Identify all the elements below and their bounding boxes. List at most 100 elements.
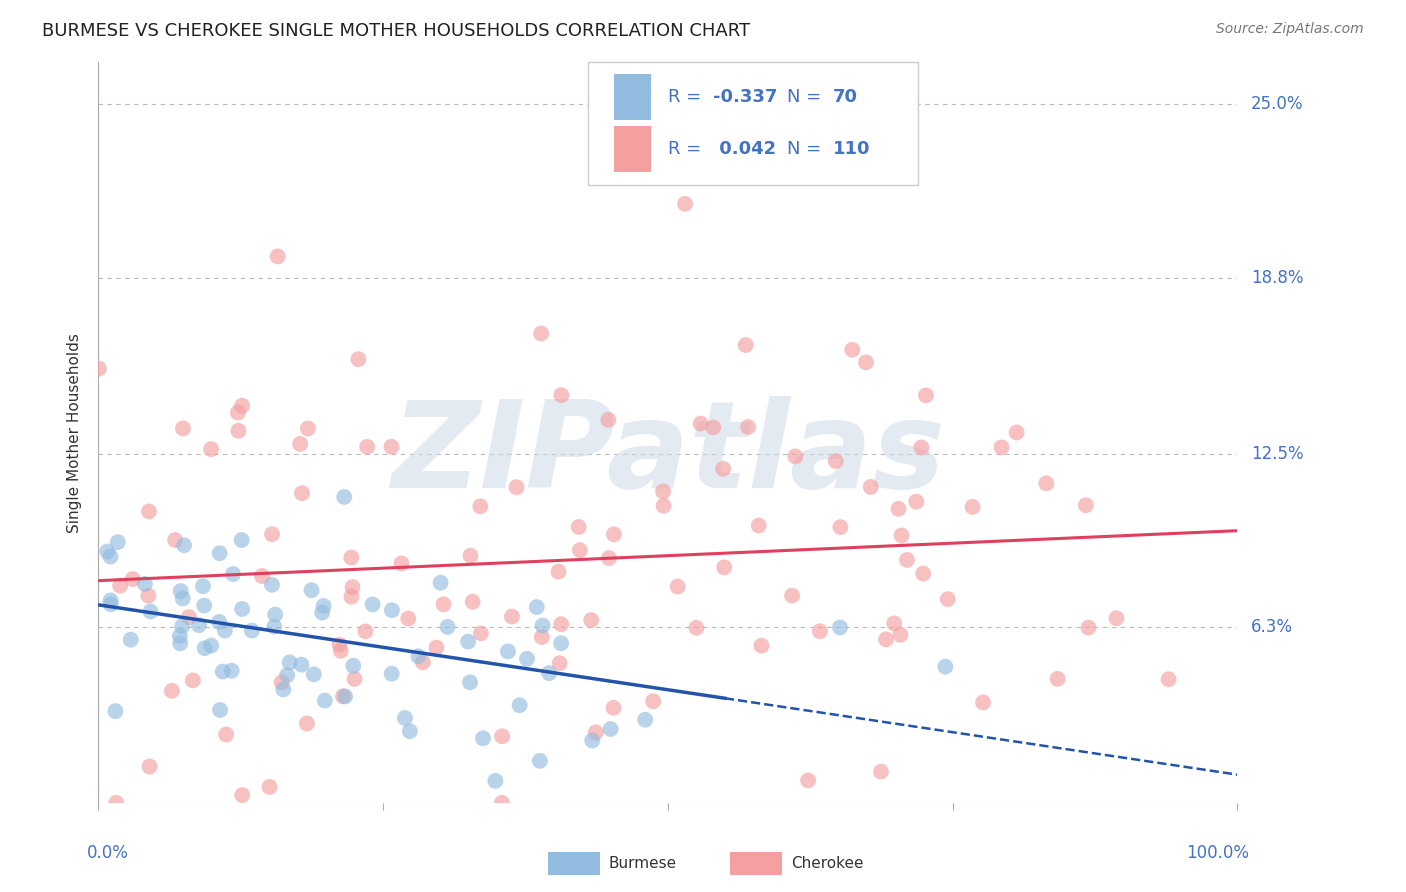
Point: [328, 638, 350, 652]
Text: Burmese: Burmese: [609, 856, 676, 871]
Point: [581, 733, 603, 747]
Point: [273, 682, 295, 697]
Point: [259, 780, 281, 794]
Point: [172, 421, 194, 435]
Point: [870, 764, 893, 779]
Point: [785, 450, 807, 464]
Point: [172, 591, 194, 606]
Point: [501, 609, 523, 624]
Point: [643, 694, 665, 708]
Point: [342, 580, 364, 594]
Point: [107, 535, 129, 549]
Point: [432, 597, 454, 611]
Point: [737, 420, 759, 434]
Point: [896, 553, 918, 567]
Bar: [614, 74, 651, 120]
Point: [165, 533, 187, 547]
Point: [530, 630, 553, 644]
Point: [278, 656, 301, 670]
Point: [276, 668, 298, 682]
Point: [288, 437, 311, 451]
Point: [108, 579, 131, 593]
Point: [568, 543, 591, 558]
Point: [105, 796, 128, 810]
Point: [121, 572, 143, 586]
Text: Source: ZipAtlas.com: Source: ZipAtlas.com: [1216, 22, 1364, 37]
Point: [260, 527, 283, 541]
Point: [666, 580, 689, 594]
Bar: [731, 853, 782, 875]
Point: [887, 501, 910, 516]
Point: [211, 665, 233, 679]
Point: [1105, 611, 1128, 625]
Text: 6.3%: 6.3%: [1251, 618, 1294, 636]
Point: [875, 632, 897, 647]
Point: [356, 440, 378, 454]
Point: [263, 620, 285, 634]
Point: [136, 589, 159, 603]
Point: [436, 620, 458, 634]
Point: [516, 652, 538, 666]
Point: [266, 249, 288, 263]
Point: [685, 621, 707, 635]
Point: [100, 549, 122, 564]
Point: [354, 624, 377, 639]
Point: [905, 494, 928, 508]
Point: [250, 569, 273, 583]
Point: [548, 657, 571, 671]
Point: [173, 538, 195, 552]
Point: [491, 729, 513, 743]
Text: 70: 70: [832, 88, 858, 106]
Point: [711, 462, 734, 476]
Point: [934, 659, 956, 673]
Point: [333, 690, 356, 704]
Point: [859, 480, 882, 494]
Point: [883, 616, 905, 631]
Point: [734, 338, 756, 352]
Point: [713, 560, 735, 574]
Point: [222, 567, 245, 582]
Point: [226, 406, 249, 420]
Point: [194, 641, 217, 656]
Point: [381, 603, 404, 617]
Point: [214, 624, 236, 638]
Point: [347, 352, 370, 367]
Point: [394, 711, 416, 725]
Point: [634, 713, 657, 727]
Text: 0.0%: 0.0%: [87, 844, 129, 862]
Point: [910, 441, 932, 455]
Point: [191, 579, 214, 593]
Point: [458, 675, 481, 690]
Point: [603, 527, 626, 541]
Point: [531, 618, 554, 632]
Point: [889, 628, 911, 642]
Point: [599, 722, 621, 736]
Point: [585, 725, 607, 739]
Point: [509, 698, 531, 713]
Point: [962, 500, 984, 514]
Text: 25.0%: 25.0%: [1251, 95, 1303, 113]
Text: ZIPatlas: ZIPatlas: [391, 396, 945, 513]
Point: [990, 441, 1012, 455]
Text: -0.337: -0.337: [713, 88, 778, 106]
Text: N =: N =: [787, 140, 827, 158]
Point: [200, 639, 222, 653]
Point: [457, 634, 479, 648]
Point: [530, 326, 553, 341]
Text: R =: R =: [668, 88, 707, 106]
Point: [240, 624, 263, 638]
Point: [170, 584, 193, 599]
Point: [160, 683, 183, 698]
Text: 100.0%: 100.0%: [1185, 844, 1249, 862]
Text: 0.042: 0.042: [713, 140, 776, 158]
Point: [396, 611, 419, 625]
Point: [177, 610, 200, 624]
Point: [311, 606, 333, 620]
Point: [568, 520, 591, 534]
Point: [398, 724, 420, 739]
Point: [491, 796, 513, 810]
Point: [915, 388, 938, 402]
Point: [496, 644, 519, 658]
Point: [830, 520, 852, 534]
Point: [343, 672, 366, 686]
